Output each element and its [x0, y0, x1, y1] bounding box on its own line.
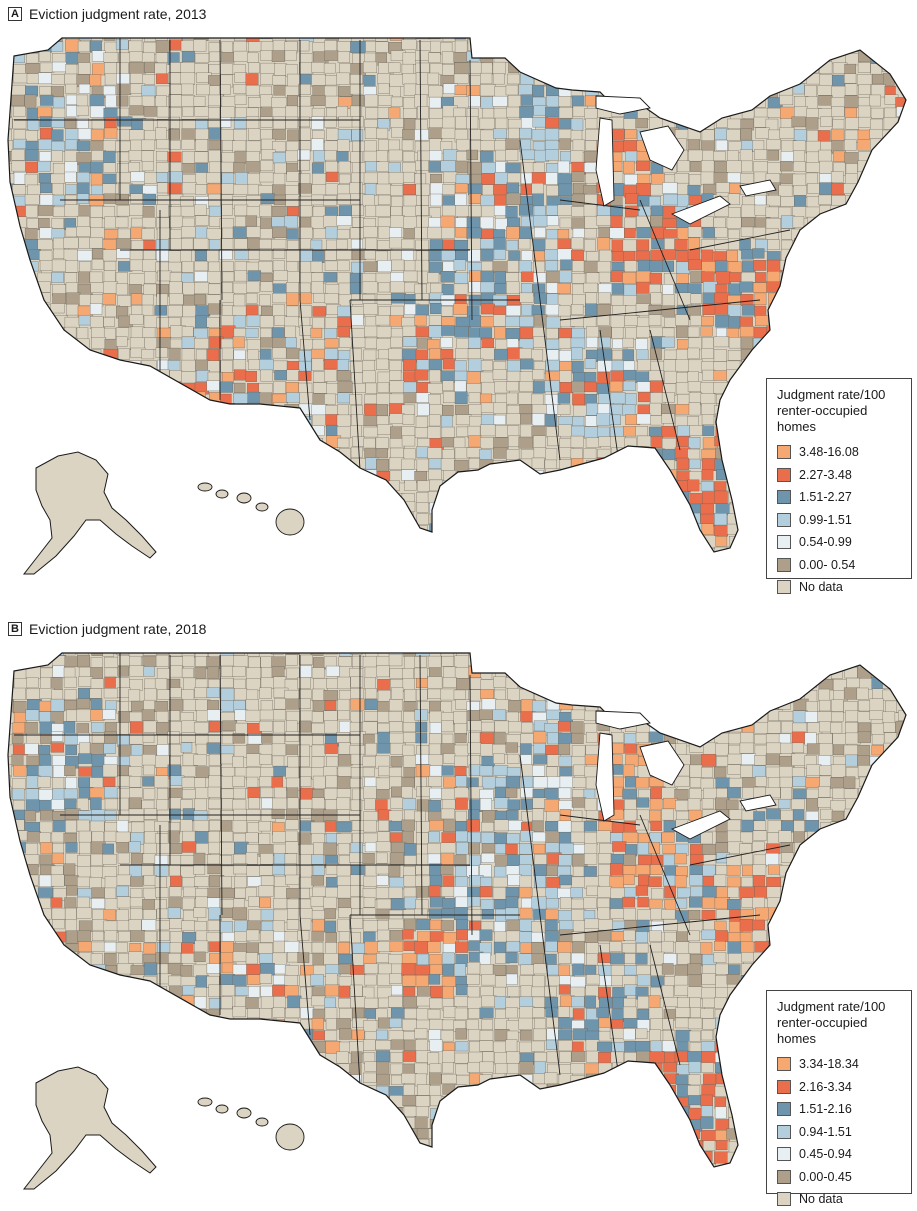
- great-lake: [595, 732, 615, 822]
- hawaii-island: [197, 1097, 213, 1107]
- hawaii-island: [215, 1104, 229, 1114]
- legend-title-line2: renter-occupied homes: [777, 1015, 868, 1046]
- great-lake: [670, 810, 731, 840]
- great-lake: [595, 710, 651, 730]
- legend-item: 2.27-3.48: [777, 464, 901, 487]
- us-outline: [7, 652, 907, 1168]
- legend-swatch: [777, 1124, 791, 1139]
- hawaii-island: [275, 508, 305, 536]
- legend-swatch: [777, 557, 791, 572]
- hawaii-island: [236, 492, 252, 504]
- us-county-map-2018: [7, 652, 907, 1190]
- legend-swatch: [777, 1169, 791, 1184]
- legend-title: Judgment rate/100 renter-occupied homes: [777, 999, 901, 1047]
- panel-letter: B: [8, 622, 22, 636]
- legend-label: No data: [799, 1192, 843, 1207]
- state-boundaries: [14, 38, 791, 471]
- great-lake: [639, 740, 685, 786]
- hawaii-island: [275, 1123, 305, 1151]
- legend-swatch: [777, 1079, 791, 1094]
- us-outline: [7, 37, 907, 553]
- great-lake: [639, 125, 685, 171]
- legend-item: 0.45-0.94: [777, 1143, 901, 1166]
- legend-title-line2: renter-occupied homes: [777, 403, 868, 434]
- hawaii-island: [255, 502, 269, 512]
- panel-title: Eviction judgment rate, 2013: [29, 6, 207, 22]
- us-county-map-2013: [7, 37, 907, 575]
- legend-swatch: [777, 535, 791, 550]
- legend-swatch: [777, 1147, 791, 1162]
- great-lake: [595, 95, 651, 115]
- legend-label: 1.51-2.27: [799, 490, 852, 505]
- legend-item: 1.51-2.16: [777, 1098, 901, 1121]
- legend-label: 3.34-18.34: [799, 1057, 859, 1072]
- panel-2013: A Eviction judgment rate, 2013 Judgment …: [0, 0, 917, 600]
- panel-header: B Eviction judgment rate, 2018: [8, 621, 206, 637]
- legend-item: 0.94-1.51: [777, 1121, 901, 1144]
- great-lake: [739, 179, 777, 197]
- legend-item: 1.51-2.27: [777, 486, 901, 509]
- panel-2018: B Eviction judgment rate, 2018 Judgment …: [0, 615, 917, 1207]
- legend-item: 0.00- 0.54: [777, 554, 901, 577]
- legend-swatch: [777, 1192, 791, 1207]
- legend-item: No data: [777, 1188, 901, 1211]
- legend-label: No data: [799, 580, 843, 595]
- legend-swatch: [777, 1102, 791, 1117]
- great-lake: [670, 195, 731, 225]
- legend-swatch: [777, 490, 791, 505]
- state-boundaries: [14, 653, 791, 1086]
- legend-swatch: [777, 512, 791, 527]
- great-lake: [595, 117, 615, 207]
- hawaii-island: [255, 1117, 269, 1127]
- map-legend: Judgment rate/100 renter-occupied homes …: [766, 990, 912, 1207]
- legend-label: 1.51-2.16: [799, 1102, 852, 1117]
- legend-item: 3.48-16.08: [777, 441, 901, 464]
- alaska: [22, 1066, 157, 1190]
- legend-label: 0.94-1.51: [799, 1124, 852, 1139]
- legend-title-line1: Judgment rate/100: [777, 387, 886, 402]
- legend-item: 0.99-1.51: [777, 509, 901, 532]
- legend-swatch: [777, 445, 791, 460]
- legend-swatch: [777, 467, 791, 482]
- legend-swatch: [777, 1057, 791, 1072]
- legend-label: 0.00- 0.54: [799, 557, 856, 572]
- legend-label: 0.00-0.45: [799, 1169, 852, 1184]
- legend-item: 0.00-0.45: [777, 1166, 901, 1189]
- map-legend: Judgment rate/100 renter-occupied homes …: [766, 378, 912, 595]
- alaska: [22, 451, 157, 575]
- legend-item: 3.34-18.34: [777, 1053, 901, 1076]
- legend-label: 2.16-3.34: [799, 1079, 852, 1094]
- legend-label: 2.27-3.48: [799, 467, 852, 482]
- legend-label: 0.45-0.94: [799, 1147, 852, 1162]
- legend-swatch: [777, 580, 791, 595]
- legend-label: 0.99-1.51: [799, 512, 852, 527]
- legend-label: 0.54-0.99: [799, 535, 852, 550]
- great-lake: [739, 794, 777, 812]
- legend-label: 3.48-16.08: [799, 445, 859, 460]
- legend-item: 2.16-3.34: [777, 1076, 901, 1099]
- panel-header: A Eviction judgment rate, 2013: [8, 6, 206, 22]
- panel-title: Eviction judgment rate, 2018: [29, 621, 207, 637]
- panel-letter: A: [8, 7, 22, 21]
- legend-item: 0.54-0.99: [777, 531, 901, 554]
- legend-title: Judgment rate/100 renter-occupied homes: [777, 387, 901, 435]
- legend-title-line1: Judgment rate/100: [777, 999, 886, 1014]
- hawaii-island: [215, 489, 229, 499]
- hawaii-island: [236, 1107, 252, 1119]
- legend-item: No data: [777, 576, 901, 599]
- hawaii-island: [197, 482, 213, 492]
